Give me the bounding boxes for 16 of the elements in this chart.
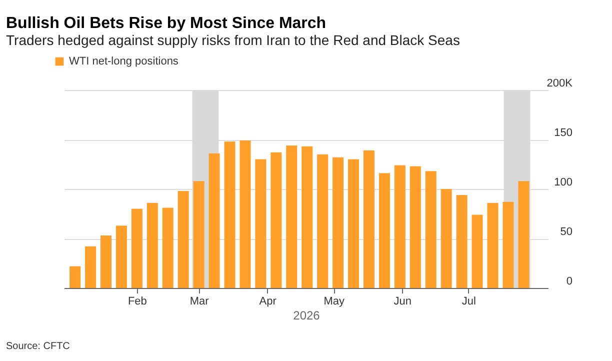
- x-tick-label: Mar: [190, 296, 210, 308]
- x-tick-label: Feb: [128, 296, 147, 308]
- chart-subtitle: Traders hedged against supply risks from Iran to the Red and Black Seas: [6, 32, 460, 48]
- legend-label: WTI net-long positions: [69, 56, 179, 68]
- y-tick-label: 0: [566, 276, 572, 288]
- x-axis-title: 2026: [293, 308, 320, 322]
- chart-title: Bullish Oil Bets Rise by Most Since March: [6, 15, 326, 32]
- source-note: Source: CFTC: [6, 341, 70, 352]
- x-tick-label: May: [324, 296, 346, 308]
- y-tick-label: 200K: [546, 78, 574, 90]
- y-tick-label: 100: [554, 176, 572, 188]
- x-tick-label: Jun: [394, 296, 412, 308]
- y-tick-label: 50: [560, 226, 572, 238]
- y-tick-label: 150: [554, 127, 572, 139]
- x-tick-label: Apr: [259, 296, 277, 308]
- x-tick-label: Jul: [462, 296, 476, 308]
